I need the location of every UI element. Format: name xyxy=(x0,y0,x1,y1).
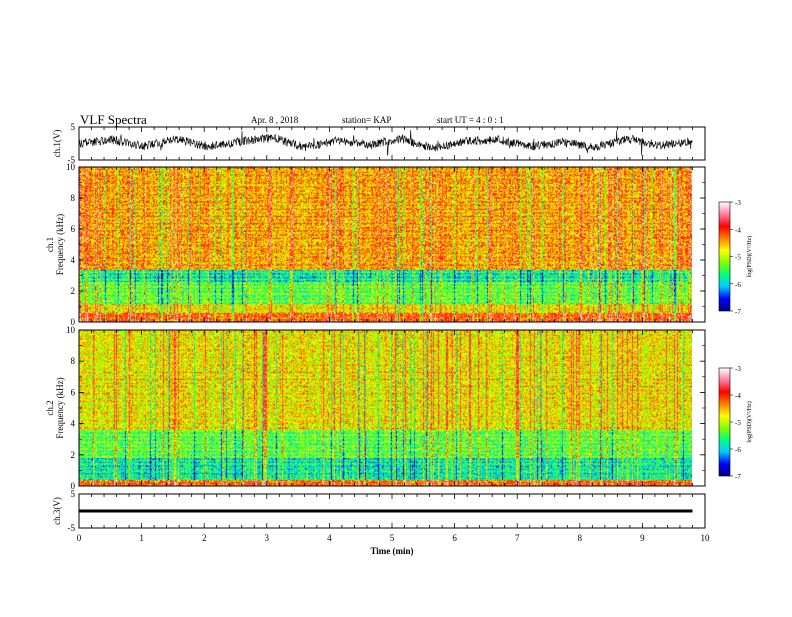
y-tick-label: 2 xyxy=(71,450,76,460)
station-label: station= KAP xyxy=(342,115,392,125)
y-tick-label: 6 xyxy=(71,387,76,397)
colorbar-tick-label: -4 xyxy=(735,392,741,400)
x-tick-label: 5 xyxy=(390,533,395,543)
y-tick-label: 8 xyxy=(71,193,76,203)
y-tick-label: 4 xyxy=(71,419,76,429)
x-tick-label: 0 xyxy=(77,533,82,543)
colorbar-tick-label: -5 xyxy=(735,254,741,262)
colorbar-tick-label: -4 xyxy=(735,226,741,234)
colorbar-label: log(PSD)(V²/Hz) xyxy=(746,236,753,277)
colorbar-1 xyxy=(718,201,731,312)
y-axis-label: ch.3(V) xyxy=(52,497,62,525)
y-axis-label: ch.1(V) xyxy=(52,130,62,158)
start-ut-label: start UT = 4 : 0 : 1 xyxy=(437,115,504,125)
colorbar-tick-label: -6 xyxy=(735,446,741,454)
y-axis-channel-label: ch.1 xyxy=(45,237,55,252)
y-tick-label: 6 xyxy=(71,224,76,234)
y-tick-label: 4 xyxy=(71,255,76,265)
y-tick-label: 5 xyxy=(71,122,76,132)
y-axis-label: Frequency (kHz) xyxy=(55,377,65,438)
y-tick-label: 10 xyxy=(66,162,76,172)
y-axis-channel-label: ch.2 xyxy=(45,400,55,415)
y-tick-label: 8 xyxy=(71,356,76,366)
x-tick-label: 1 xyxy=(139,533,144,543)
x-tick-label: 4 xyxy=(327,533,332,543)
colorbar-tick-label: -3 xyxy=(735,365,741,373)
x-axis-label: Time (min) xyxy=(370,546,413,556)
ch1-waveform-line xyxy=(78,130,693,156)
y-tick-label: 5 xyxy=(71,489,76,499)
y-axis-label: Frequency (kHz) xyxy=(55,214,65,275)
colorbar-tick-label: -7 xyxy=(735,473,741,481)
y-tick-label: -5 xyxy=(68,155,76,165)
x-tick-label: 8 xyxy=(578,533,583,543)
y-tick-label: 0 xyxy=(71,481,76,491)
date-label: Apr. 8 , 2018 xyxy=(251,115,299,125)
y-tick-label: -5 xyxy=(68,523,76,533)
x-tick-label: 2 xyxy=(202,533,207,543)
x-tick-label: 7 xyxy=(515,533,520,543)
chart-title: VLF Spectra xyxy=(80,112,147,127)
y-tick-label: 10 xyxy=(66,325,76,335)
spectrogram-image-ch1 xyxy=(79,167,692,322)
x-tick-label: 6 xyxy=(452,533,457,543)
colorbar-tick-label: -6 xyxy=(735,281,741,289)
colorbar-tick-label: -7 xyxy=(735,308,741,316)
x-tick-label: 3 xyxy=(265,533,270,543)
y-tick-label: 2 xyxy=(71,286,76,296)
x-tick-label: 9 xyxy=(640,533,645,543)
colorbar-tick-label: -3 xyxy=(735,199,741,207)
x-tick-label: 10 xyxy=(701,533,711,543)
y-tick-label: 0 xyxy=(71,317,76,327)
colorbar-2 xyxy=(718,367,731,477)
colorbar-label: log(PSD)(V²/Hz) xyxy=(746,401,753,442)
spectrogram-image-ch2 xyxy=(79,330,692,486)
colorbar-tick-label: -5 xyxy=(735,419,741,427)
